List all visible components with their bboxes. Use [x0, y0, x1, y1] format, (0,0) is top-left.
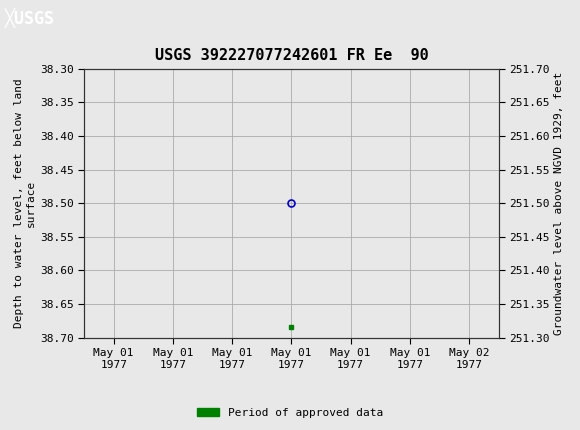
Title: USGS 392227077242601 FR Ee  90: USGS 392227077242601 FR Ee 90: [155, 49, 428, 64]
Legend: Period of approved data: Period of approved data: [193, 403, 387, 422]
Y-axis label: Depth to water level, feet below land
surface: Depth to water level, feet below land su…: [14, 78, 36, 328]
Text: ╳USGS: ╳USGS: [5, 8, 55, 28]
Y-axis label: Groundwater level above NGVD 1929, feet: Groundwater level above NGVD 1929, feet: [554, 71, 564, 335]
